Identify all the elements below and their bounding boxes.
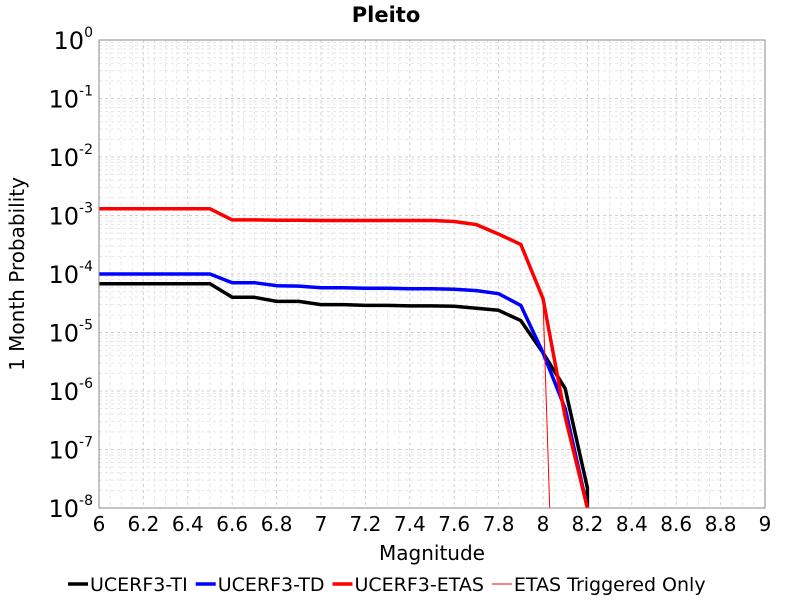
x-tick-label: 8.2 — [571, 512, 603, 536]
series-line-2 — [99, 207, 590, 509]
series-layer — [99, 207, 590, 509]
chart-title: Pleito — [352, 3, 421, 27]
y-tick-label: 10-6 — [48, 376, 93, 406]
legend-label-1: UCERF3-TD — [218, 574, 325, 596]
x-tick-label: 7.4 — [394, 512, 426, 536]
y-tick-label: 10-7 — [48, 435, 93, 465]
x-tick-label: 7.6 — [438, 512, 470, 536]
x-tick-label: 8.6 — [660, 512, 692, 536]
x-tick-labels: 6 6.2 6.4 6.6 6.8 7 7.2 7.4 7.6 7.8 8 8.2 8.4 8.6 8.8 9 — [93, 512, 772, 536]
x-tick-label: 7 — [315, 512, 328, 536]
legend-label-2: UCERF3-ETAS — [354, 574, 483, 596]
y-tick-label: 10-5 — [48, 318, 93, 348]
x-tick-label: 8.4 — [616, 512, 648, 536]
y-axis-title: 1 Month Probability — [5, 177, 29, 371]
series-line-1 — [99, 272, 590, 509]
x-tick-label: 6.2 — [127, 512, 159, 536]
x-tick-label: 7.8 — [483, 512, 515, 536]
x-tick-label: 9 — [759, 512, 772, 536]
y-tick-label: 10-8 — [48, 493, 93, 523]
x-tick-label: 6 — [93, 512, 106, 536]
series-line-3 — [542, 298, 551, 509]
legend: UCERF3-TI UCERF3-TD UCERF3-ETAS ETAS Trigge… — [68, 574, 706, 596]
x-tick-label: 6.8 — [261, 512, 293, 536]
x-tick-label: 6.4 — [172, 512, 204, 536]
y-tick-label: 10-1 — [48, 84, 93, 114]
x-tick-label: 8 — [537, 512, 550, 536]
legend-label-3: ETAS Triggered Only — [514, 574, 706, 596]
y-tick-label: 100 — [54, 25, 93, 55]
y-tick-label: 10-3 — [48, 201, 93, 231]
y-tick-label: 10-4 — [48, 259, 93, 289]
y-tick-label: 10-2 — [48, 142, 93, 172]
y-tick-labels: 100 10-1 10-2 10-3 10-4 10-5 10-6 10-7 10-8 — [48, 25, 93, 523]
x-tick-label: 8.8 — [705, 512, 737, 536]
plot-frame — [98, 39, 766, 509]
legend-label-0: UCERF3-TI — [90, 574, 188, 596]
x-axis-title: Magnitude — [379, 541, 485, 565]
x-tick-label: 6.6 — [216, 512, 248, 536]
grid — [99, 40, 765, 508]
x-tick-label: 7.2 — [349, 512, 381, 536]
